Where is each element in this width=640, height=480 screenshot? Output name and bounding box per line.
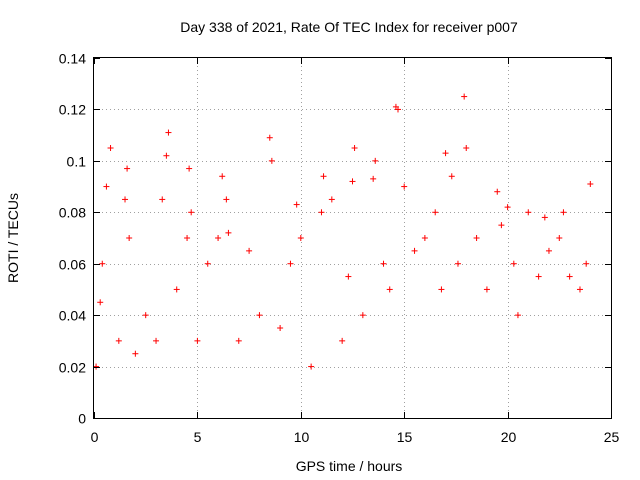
data-point xyxy=(514,312,521,319)
y-axis-label: ROTI / TECUs xyxy=(5,193,21,283)
x-tick-label: 15 xyxy=(397,429,413,445)
data-point xyxy=(494,188,501,195)
data-point xyxy=(277,325,284,331)
y-tick-label: 0.1 xyxy=(67,154,87,170)
data-point xyxy=(293,201,300,208)
data-point xyxy=(380,260,387,267)
data-point xyxy=(473,235,480,241)
data-point xyxy=(411,247,418,254)
data-point xyxy=(401,183,408,190)
data-point xyxy=(566,273,573,280)
x-tick-label: 10 xyxy=(294,429,310,445)
data-point xyxy=(545,247,552,254)
x-tick-label: 0 xyxy=(91,429,99,445)
x-tick-label: 20 xyxy=(501,429,517,445)
data-point xyxy=(535,273,542,280)
data-point xyxy=(107,145,114,151)
data-point xyxy=(103,183,110,190)
data-point xyxy=(204,260,211,267)
y-tick-label: 0.14 xyxy=(59,51,86,67)
data-point xyxy=(246,247,253,254)
data-point xyxy=(560,209,567,216)
data-point xyxy=(432,209,439,216)
data-point xyxy=(297,235,304,241)
data-point xyxy=(438,286,445,293)
data-point xyxy=(122,196,129,203)
grid-lines xyxy=(94,58,611,418)
data-point xyxy=(525,209,532,216)
data-point xyxy=(349,178,356,185)
data-point xyxy=(510,260,517,267)
data-point xyxy=(370,175,377,182)
data-point xyxy=(126,235,133,241)
data-point xyxy=(124,165,131,172)
x-tick-label: 25 xyxy=(604,429,620,445)
axis-ticks xyxy=(94,58,612,419)
data-point xyxy=(188,209,195,216)
data-point xyxy=(225,229,232,236)
y-tick-label: 0.06 xyxy=(59,257,86,273)
y-tick-label: 0.08 xyxy=(59,205,86,221)
data-points xyxy=(93,93,594,370)
chart-title: Day 338 of 2021, Rate Of TEC Index for r… xyxy=(180,19,518,35)
y-tick-label: 0.02 xyxy=(59,360,86,376)
y-tick-label: 0 xyxy=(78,411,86,427)
data-point xyxy=(359,312,366,319)
data-point xyxy=(320,173,327,180)
y-tick-label: 0.04 xyxy=(59,308,86,324)
data-point xyxy=(163,152,170,159)
data-point xyxy=(223,196,230,203)
data-point xyxy=(142,312,149,319)
data-point xyxy=(235,337,242,344)
data-point xyxy=(132,350,139,357)
data-point xyxy=(339,337,346,344)
data-point xyxy=(587,181,594,187)
data-point xyxy=(153,337,160,344)
data-point xyxy=(308,363,315,370)
data-point xyxy=(421,235,428,241)
data-point xyxy=(504,204,511,211)
data-point xyxy=(173,286,180,293)
plot-frame xyxy=(93,57,612,419)
data-point xyxy=(186,165,193,172)
data-point xyxy=(256,312,263,319)
data-point xyxy=(372,157,379,164)
x-tick-label: 5 xyxy=(194,429,202,445)
data-point xyxy=(93,363,100,370)
data-point xyxy=(219,173,226,180)
data-point xyxy=(461,93,468,100)
data-point xyxy=(345,273,352,280)
data-point xyxy=(576,286,583,293)
data-point xyxy=(266,134,273,141)
data-point xyxy=(287,260,294,267)
data-point xyxy=(556,235,563,241)
data-point xyxy=(448,173,455,180)
data-point xyxy=(215,235,222,241)
data-point xyxy=(268,157,275,164)
data-point xyxy=(386,286,393,293)
data-point xyxy=(194,337,201,344)
data-point xyxy=(463,145,470,151)
data-point xyxy=(498,222,505,229)
data-point xyxy=(318,209,325,216)
data-point xyxy=(442,150,449,157)
data-point xyxy=(165,129,172,136)
data-point xyxy=(159,196,166,203)
y-tick-labels: 0 0.02 0.04 0.06 0.08 0.1 0.12 0.14 xyxy=(59,51,86,427)
data-point xyxy=(583,260,590,267)
data-point xyxy=(483,286,490,293)
data-point xyxy=(115,337,122,344)
data-point xyxy=(99,260,106,267)
data-point xyxy=(184,235,191,241)
data-point xyxy=(351,145,358,151)
data-point xyxy=(328,196,335,203)
data-point xyxy=(394,106,401,113)
data-point xyxy=(454,260,461,267)
x-tick-labels: 0 5 10 15 20 25 xyxy=(91,429,620,445)
data-point xyxy=(541,214,548,221)
data-point xyxy=(97,299,104,306)
x-axis-label: GPS time / hours xyxy=(296,458,403,474)
y-tick-label: 0.12 xyxy=(59,102,86,118)
